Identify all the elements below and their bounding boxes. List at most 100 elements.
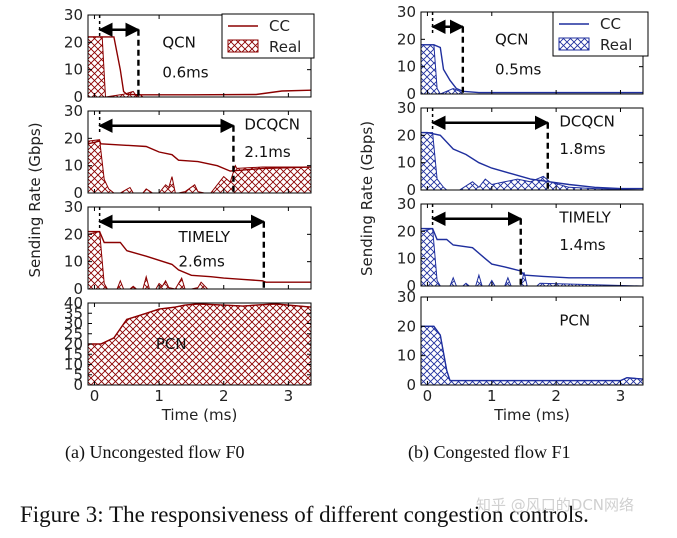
figure-caption: Figure 3: The responsiveness of differen… (20, 502, 589, 527)
legend-cc-label: CC (600, 15, 621, 33)
x-tick-label: 0 (423, 387, 433, 405)
y-tick-label: 30 (64, 315, 83, 333)
real-area (421, 227, 643, 286)
panel-annotation: PCN (559, 311, 590, 329)
y-tick-label: 0 (73, 280, 83, 298)
legend-real-label: Real (269, 38, 301, 56)
subcaption-b: (b) Congested flow F1 (408, 442, 570, 463)
panel-annotation: 0.6ms (162, 63, 208, 81)
x-tick-label: 1 (154, 387, 164, 405)
legend: CC Real (221, 13, 315, 59)
cc-line (421, 131, 643, 190)
panel-annotation: DCQCN (559, 113, 615, 131)
y-tick-label: 0 (73, 376, 83, 394)
panel-frame (420, 203, 644, 287)
y-tick-label: 20 (397, 317, 416, 335)
y-tick-label: 30 (64, 198, 83, 216)
cc-line (88, 303, 311, 345)
y-tick-label: 20 (64, 129, 83, 147)
subcaption-a: (a) Uncongested flow F0 (65, 442, 244, 463)
y-tick-label: 20 (397, 30, 416, 48)
cc-line (88, 230, 311, 283)
panel-frame (420, 107, 644, 191)
x-tick-label: 0 (90, 387, 100, 405)
panel-annotation: TIMELY (558, 209, 611, 227)
x-tick-label: 3 (284, 387, 294, 405)
x-tick-label: 1 (487, 387, 497, 405)
y-axis-label: Sending Rate (Gbps) (358, 121, 376, 276)
panel-annotation: TIMELY (177, 228, 230, 246)
cc-line (88, 140, 311, 172)
panel-annotation: 1.8ms (559, 140, 605, 158)
cc-line (421, 325, 643, 382)
y-tick-label: 10 (64, 157, 83, 175)
x-tick-label: 2 (219, 387, 229, 405)
y-tick-label: 10 (397, 250, 416, 268)
y-tick-label: 0 (406, 277, 416, 295)
y-tick-label: 10 (64, 61, 83, 79)
real-area (88, 230, 311, 289)
y-tick-label: 0 (73, 184, 83, 202)
panel-qcn: 0 10 20 30 QCN 0.6ms (64, 6, 312, 106)
x-axis-label: Time (ms) (161, 406, 238, 424)
y-tick-label: 0 (406, 376, 416, 394)
y-tick-label: 10 (397, 58, 416, 76)
y-tick-label: 10 (64, 253, 83, 271)
panel-dcqcn: 0 10 20 30 DCQCN 1.8ms (397, 99, 644, 199)
real-area (421, 325, 643, 385)
y-tick-label: 0 (406, 85, 416, 103)
legend-cc-label: CC (269, 17, 290, 35)
panel-frame (420, 296, 644, 386)
panel-frame (87, 110, 312, 194)
real-area (88, 139, 311, 193)
legend-real-swatch (558, 37, 590, 51)
x-tick-label: 3 (616, 387, 626, 405)
panel-annotation: DCQCN (244, 116, 300, 134)
y-tick-label: 15 (64, 345, 83, 363)
y-tick-label: 30 (397, 3, 416, 21)
y-tick-label: 40 (64, 294, 83, 312)
panel-annotation: 2.1ms (244, 143, 290, 161)
panel-annotation: QCN (162, 33, 196, 51)
y-tick-label: 30 (397, 195, 416, 213)
panel-dcqcn: 0 10 20 30 DCQCN 2.1ms (64, 102, 312, 202)
chart-uncongested-f0: Sending Rate (Gbps)0102030QCN0.6ms010203… (26, 6, 315, 424)
y-tick-label: 0 (73, 88, 83, 106)
legend: CC Real (552, 11, 649, 57)
y-tick-label: 30 (397, 99, 416, 117)
y-tick-label: 30 (64, 6, 83, 24)
real-area (421, 132, 643, 190)
y-tick-label: 5 (73, 366, 83, 384)
legend-real-swatch (227, 39, 259, 53)
panel-annotation: QCN (495, 30, 529, 48)
real-area (88, 303, 311, 385)
y-tick-label: 35 (64, 304, 83, 322)
panel-annotation: PCN (156, 335, 187, 353)
panel-timely: 0 10 20 30 TIMELY 2.6ms (64, 198, 312, 298)
y-tick-label: 30 (64, 102, 83, 120)
panel-frame (87, 206, 312, 290)
y-tick-label: 10 (397, 154, 416, 172)
y-tick-label: 10 (397, 347, 416, 365)
panel-pcn: 0 10 20 30 PCN (397, 288, 644, 394)
y-tick-label: 30 (397, 288, 416, 306)
panel-annotation: 1.4ms (559, 236, 605, 254)
y-tick-label: 0 (406, 181, 416, 199)
cc-line (421, 44, 643, 94)
y-tick-label: 25 (64, 325, 83, 343)
y-tick-label: 20 (397, 126, 416, 144)
y-axis-label: Sending Rate (Gbps) (26, 122, 44, 277)
y-tick-label: 20 (397, 222, 416, 240)
watermark: 知乎 @风口的DCN网络 (476, 496, 634, 514)
panel-annotation: 2.6ms (178, 253, 224, 271)
y-tick-label: 10 (64, 356, 83, 374)
x-axis-label: Time (ms) (493, 406, 570, 424)
panel-timely: 0 10 20 30 TIMELY 1.4ms (397, 195, 644, 295)
x-tick-label: 2 (551, 387, 561, 405)
legend-real-label: Real (600, 36, 632, 54)
y-tick-label: 20 (64, 335, 83, 353)
legend-box (221, 13, 315, 59)
cc-line (421, 227, 643, 279)
